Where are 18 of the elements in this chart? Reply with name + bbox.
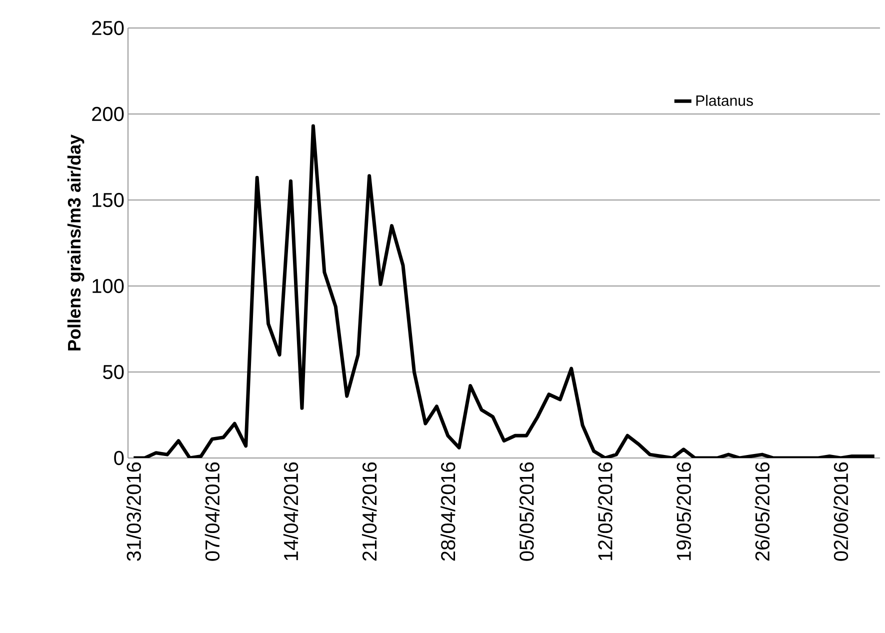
x-tick-label: 21/04/2016 [362,462,377,561]
x-tick-label: 19/05/2016 [676,462,691,560]
x-tick-label: 12/05/2016 [598,462,612,560]
y-tick-label: 100 [92,278,124,294]
y-axis-title: Pollens grains/m3 air/day [67,134,84,350]
x-tick-label: 26/05/2016 [754,462,770,561]
x-tick-label: 31/03/2016 [126,462,141,561]
y-tick-label: 0 [114,450,124,466]
y-tick-label: 200 [92,106,124,122]
legend-label: Platanus [696,94,753,106]
y-tick-label: 50 [103,364,124,380]
x-tick-label: 14/04/2016 [283,462,298,560]
x-tick-label: 07/04/2016 [204,462,220,561]
y-tick-label: 250 [92,20,124,36]
x-tick-label: 02/06/2016 [833,462,848,561]
x-tick-label: 28/04/2016 [440,462,456,561]
x-tick-label: 05/05/2016 [519,462,534,561]
y-tick-label: 150 [92,192,124,208]
